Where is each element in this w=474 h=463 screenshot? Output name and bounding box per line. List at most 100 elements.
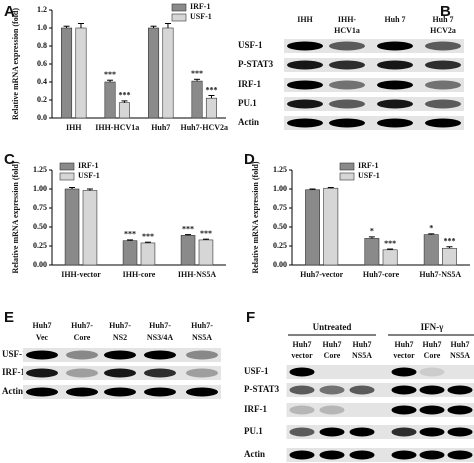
blot-band: [419, 367, 445, 377]
panel-letter: F: [246, 309, 255, 326]
legend-swatch: [171, 13, 187, 22]
lane-label: Huh7: [450, 340, 469, 349]
y-axis-label: Relative mRNA expression (fold): [11, 161, 20, 273]
lane-label: vector: [291, 351, 313, 360]
bar: [191, 80, 203, 119]
blot-band: [104, 350, 136, 360]
blot-band: [104, 368, 136, 378]
lane-label: Core: [74, 333, 91, 342]
row-label: P-STAT3: [238, 59, 274, 69]
y-tick-label: 0.8: [37, 41, 47, 50]
blot-band: [289, 450, 315, 460]
panel-letter: E: [4, 309, 14, 326]
blot-strip: [284, 78, 464, 92]
blot-band: [144, 350, 176, 360]
blot-band: [377, 60, 413, 70]
blot-band: [287, 118, 323, 128]
blot-band: [319, 427, 345, 437]
blot-band: [391, 427, 417, 437]
lane-label: IHH: [297, 15, 313, 24]
blot-band: [419, 450, 445, 460]
significance: ***: [124, 230, 136, 239]
lane-label: Huh7: [292, 340, 311, 349]
row-label: P-STAT3: [244, 384, 280, 394]
group-label: Untreated: [313, 322, 352, 332]
x-tick-label: Huh7-NS5A: [419, 270, 461, 279]
significance: ***: [142, 232, 154, 241]
legend-label: IRF-1: [358, 161, 378, 170]
significance: ***: [443, 237, 455, 246]
lane-label: HCV1a: [334, 26, 360, 35]
lane-label: NS5A: [450, 351, 470, 360]
blot-band: [349, 385, 375, 395]
y-tick-label: 0.2: [37, 95, 47, 104]
lane-label: Huh7-: [149, 321, 171, 330]
blot-band: [319, 385, 345, 395]
blot-band: [186, 350, 218, 360]
blot-band: [186, 387, 218, 397]
blot-strip: [286, 403, 474, 417]
x-tick-label: Huh7-vector: [300, 270, 344, 279]
blot-band: [391, 405, 417, 415]
significance: ***: [200, 229, 212, 238]
y-tick-label: 1.0: [37, 23, 47, 32]
blot-band: [104, 387, 136, 397]
legend-swatch: [171, 3, 187, 12]
bar: [61, 27, 73, 119]
panel-letter: B: [440, 3, 451, 20]
x-tick-label: IHH-NS5A: [178, 270, 216, 279]
blot-band: [425, 80, 461, 90]
blot-band: [349, 427, 375, 437]
blot-band: [144, 368, 176, 378]
x-tick-label: IHH: [66, 123, 82, 132]
blot-band: [377, 41, 413, 51]
y-tick-label: 0.25: [33, 241, 47, 250]
significance: *: [370, 227, 374, 236]
blot-strip: [286, 425, 474, 439]
blot-band: [289, 405, 315, 415]
blot-band: [419, 385, 445, 395]
legend-swatch: [59, 172, 75, 181]
blot-band: [26, 387, 58, 397]
bar: [75, 27, 87, 119]
lane-label: Huh7-: [71, 321, 93, 330]
lane-label: Vec: [36, 333, 49, 342]
lane-label: NS5A: [192, 333, 212, 342]
blot-band: [66, 387, 98, 397]
lane-label: Huh 7: [384, 15, 405, 24]
row-label: IRF-1: [244, 404, 267, 414]
blot-strip: [284, 39, 464, 53]
y-tick-label: 0.4: [37, 77, 47, 86]
lane-label: Huh7-: [109, 321, 131, 330]
legend-swatch: [59, 162, 75, 171]
row-label: Actin: [2, 386, 23, 396]
blot-band: [319, 405, 345, 415]
blot-band: [447, 450, 473, 460]
blot-band: [289, 385, 315, 395]
x-tick-label: Huh7-HCV2a: [180, 123, 228, 132]
lane-label: Huh7: [422, 340, 441, 349]
legend-swatch: [339, 172, 355, 181]
lane-label: Huh7-: [191, 321, 213, 330]
group-label: IFN-γ: [421, 322, 444, 332]
y-tick-label: 0.00: [273, 260, 287, 269]
lane-label: Core: [324, 351, 341, 360]
significance: ***: [182, 224, 194, 233]
bar: [82, 190, 98, 266]
panel-letter: A: [4, 3, 15, 20]
blot-band: [425, 41, 461, 51]
row-label: PU.1: [238, 98, 257, 108]
blot-band: [391, 450, 417, 460]
lane-label: vector: [393, 351, 415, 360]
bar: [198, 239, 214, 266]
legend-swatch: [339, 162, 355, 171]
bar: [205, 97, 217, 119]
blot-band: [287, 41, 323, 51]
significance: ***: [384, 239, 396, 248]
bar: [305, 189, 320, 266]
y-tick-label: 0.75: [273, 203, 287, 212]
x-tick-label: IHH-vector: [61, 270, 101, 279]
bar: [162, 27, 174, 119]
lane-label: NS2: [113, 333, 127, 342]
blot-band: [329, 118, 365, 128]
